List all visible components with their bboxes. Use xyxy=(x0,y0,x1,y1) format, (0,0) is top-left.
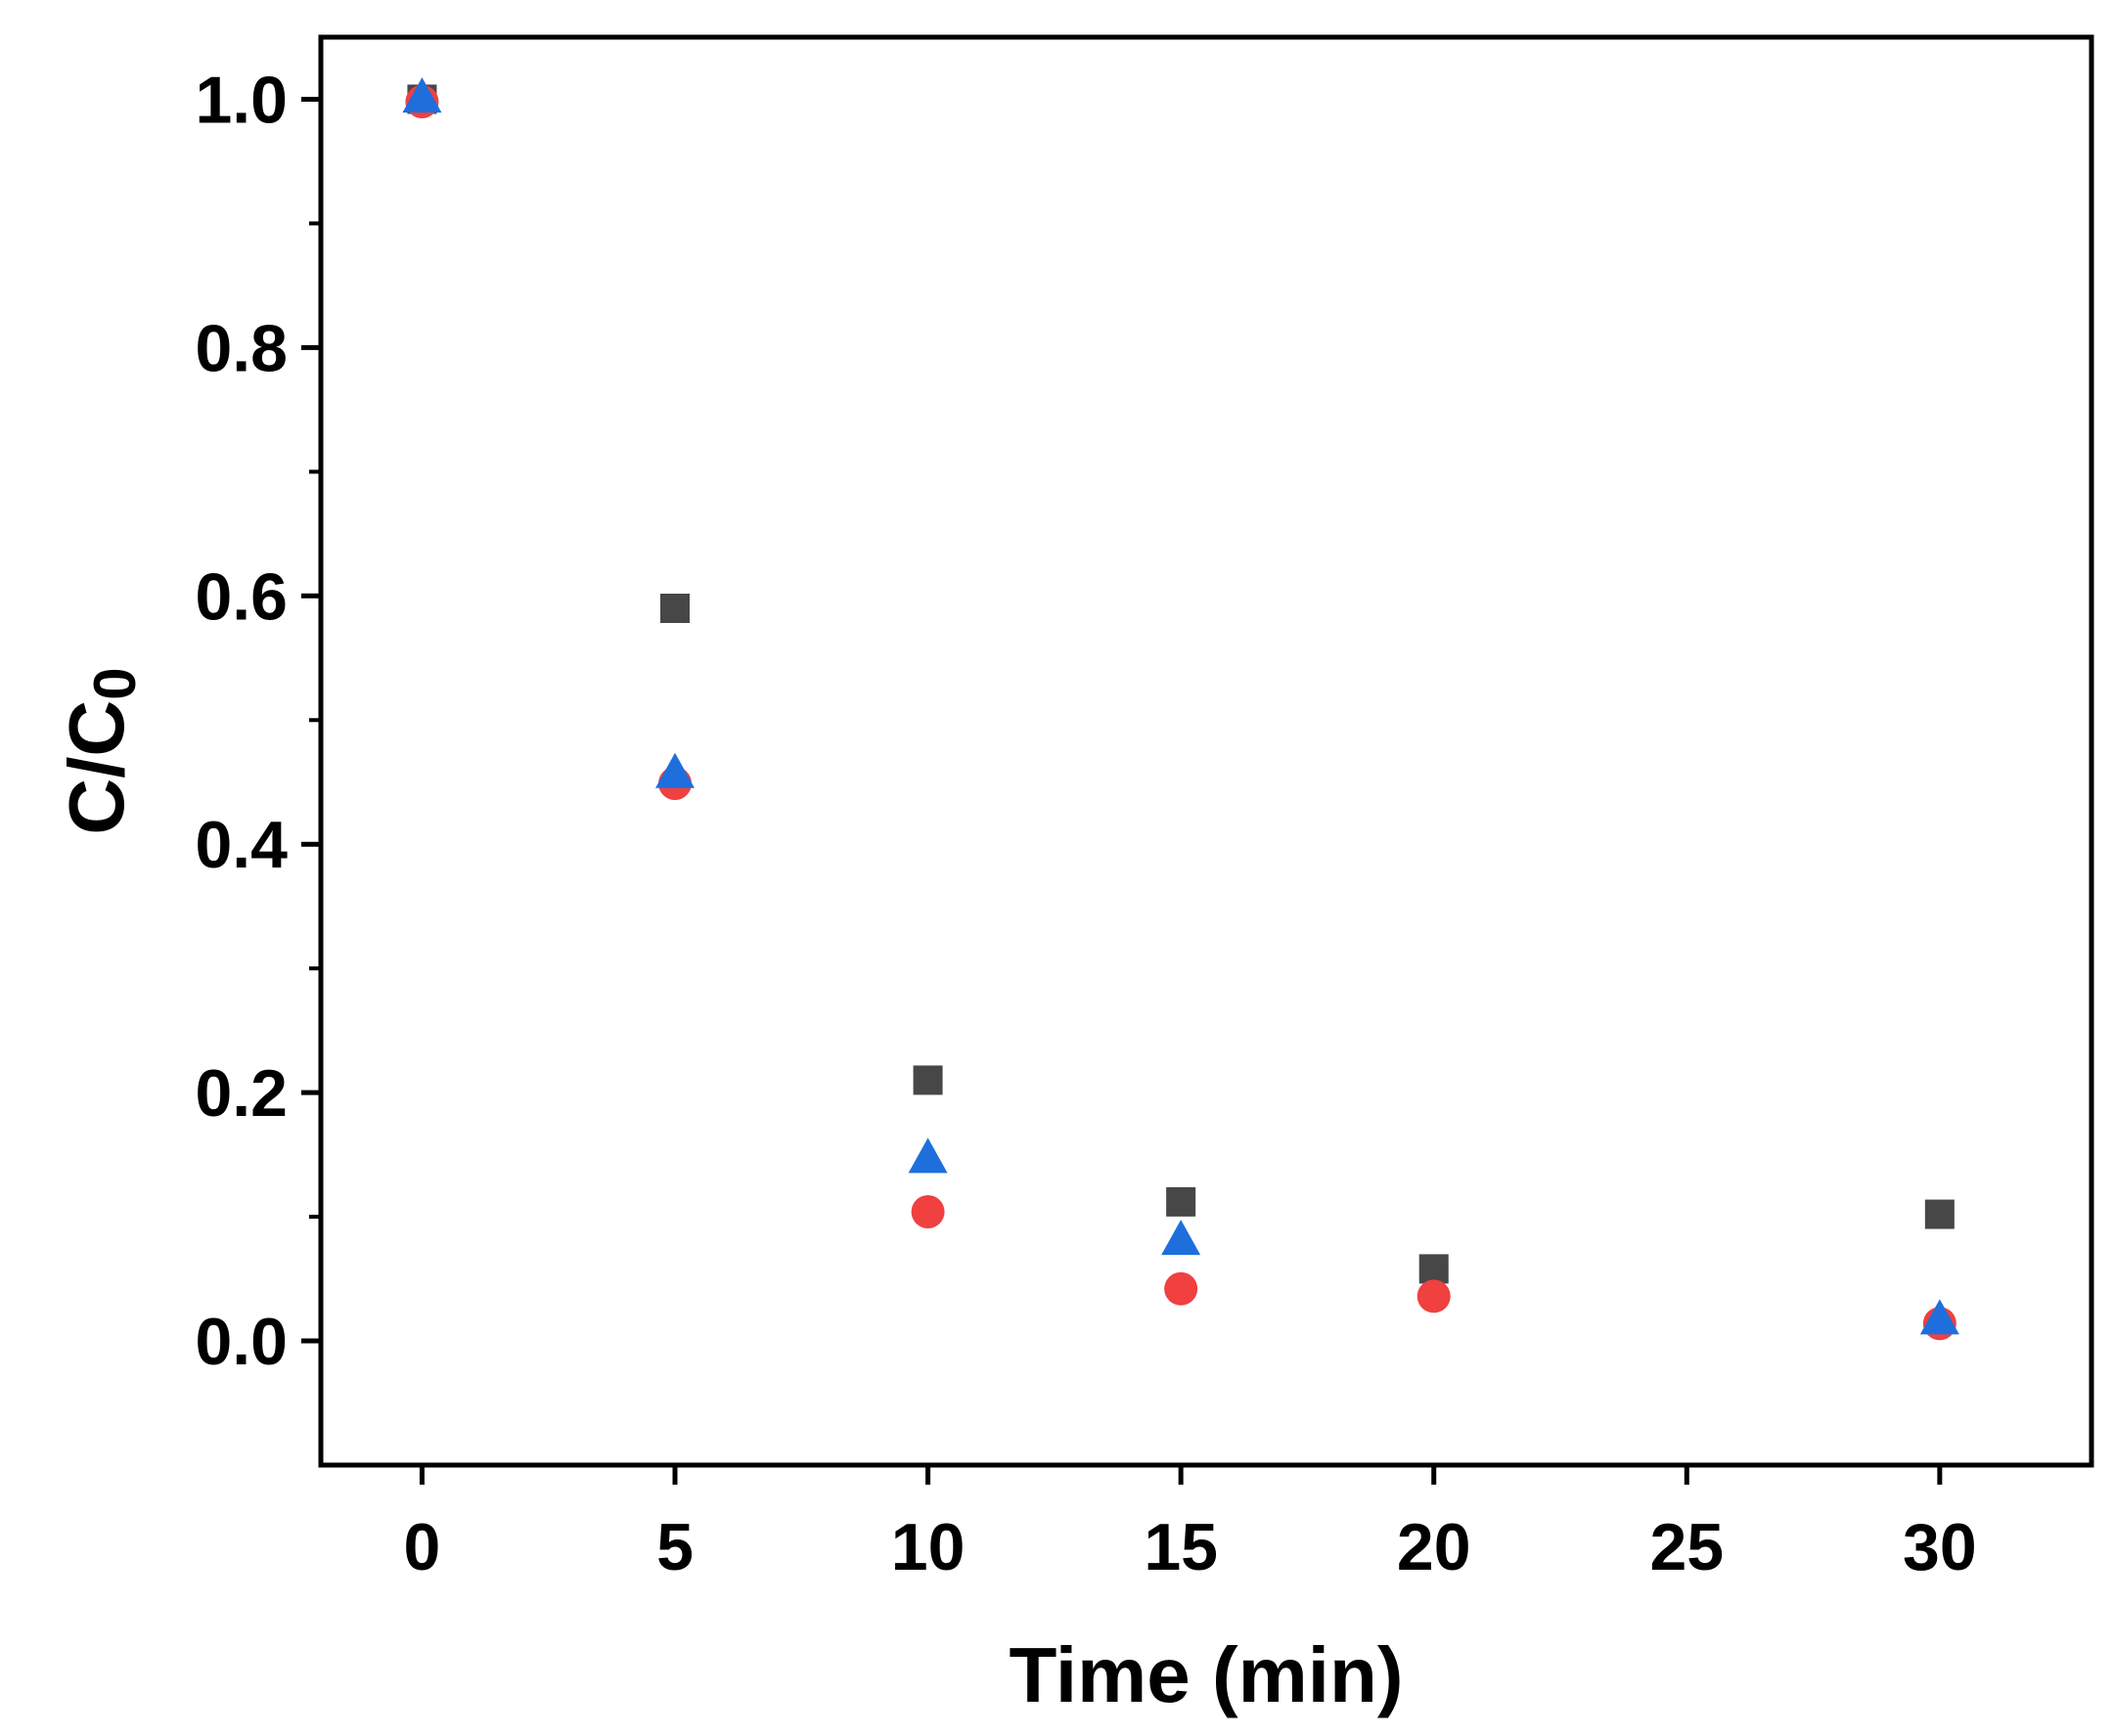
y-axis-title-main: C/C xyxy=(53,700,140,835)
x-tick-label: 20 xyxy=(1397,1510,1471,1584)
triangle-point xyxy=(402,77,442,113)
square-point xyxy=(1166,1186,1196,1217)
square-point xyxy=(660,594,690,623)
series-square xyxy=(407,84,1955,1284)
y-tick-label: 0.0 xyxy=(195,1305,288,1379)
y-axis-title: C/C0 xyxy=(53,667,148,834)
circle-point xyxy=(1416,1279,1451,1313)
y-tick-label: 0.6 xyxy=(195,559,288,634)
x-tick-label: 15 xyxy=(1144,1510,1218,1584)
y-tick-label: 1.0 xyxy=(195,63,288,137)
triangle-point xyxy=(1919,1299,1959,1335)
x-tick-label: 30 xyxy=(1903,1510,1977,1584)
square-point xyxy=(1418,1254,1449,1284)
circle-point xyxy=(911,1195,945,1229)
axes: 0 5 10 15 20 25 30 0.0 0.2 0.4 0.6 0.8 1.0 xyxy=(195,34,2094,1584)
y-axis-title-subscript: 0 xyxy=(82,667,148,699)
triangle-point xyxy=(908,1137,948,1174)
y-tick-label: 0.4 xyxy=(195,808,288,882)
y-tick-label: 0.8 xyxy=(195,311,288,385)
y-tick-label: 0.2 xyxy=(195,1056,288,1131)
x-tick-label: 25 xyxy=(1649,1510,1724,1584)
series-triangle xyxy=(402,77,1959,1335)
triangle-point xyxy=(1161,1220,1201,1256)
plot-frame xyxy=(318,34,2094,1468)
x-tick-label: 10 xyxy=(891,1510,966,1584)
data-marks xyxy=(402,77,1959,1341)
square-point xyxy=(1924,1199,1955,1229)
series-circle xyxy=(405,85,1956,1341)
x-tick-label: 0 xyxy=(404,1510,441,1584)
x-tick-label: 5 xyxy=(656,1510,694,1584)
square-point xyxy=(913,1065,943,1095)
triangle-point xyxy=(655,752,695,788)
circle-point xyxy=(1164,1271,1198,1306)
x-axis-title: Time (min) xyxy=(1009,1631,1403,1718)
